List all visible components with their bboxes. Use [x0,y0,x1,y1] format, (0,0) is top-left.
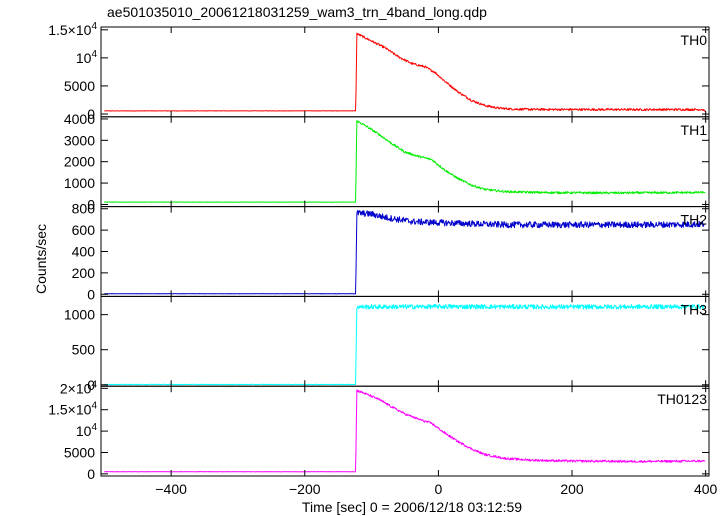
y-tick-label: 3000 [64,132,95,148]
x-tick-label: 200 [560,481,584,497]
panel-label-th0: TH0 [681,32,708,48]
panel-th0123: 0 5000 104 1.5×104 2×104 TH0123 [48,379,710,482]
x-axis-label: Time [sec] 0 = 2006/12/18 03:12:59 [302,499,522,515]
series-line-th3 [104,303,706,386]
y-tick-label: 0 [87,286,95,302]
y-tick-label: 800 [72,201,96,217]
y-tick-label: 0 [87,466,95,482]
y-tick-label: 5000 [64,444,95,460]
y-tick-label: 5000 [64,78,95,94]
panel-th0: 0 5000 104 1.5×104 TH0 [48,21,710,122]
series-line-th0123 [104,389,706,473]
y-tick-label: 104 [76,422,98,439]
y-tick-label: 500 [72,342,96,358]
panel-label-th1: TH1 [681,122,708,138]
y-tick-label: 0 [87,377,95,393]
series-line-th2 [104,210,706,295]
panel-label-th2: TH2 [681,212,708,228]
y-tick-label: 2000 [64,154,95,170]
series-line-th0 [104,32,706,113]
panel-label-th3: TH3 [681,301,708,317]
x-tick-label: 400 [694,481,718,497]
y-tick-label: 1.5×104 [48,21,97,38]
y-tick-label: 200 [72,265,96,281]
y-tick-label: 1000 [64,307,95,323]
y-tick-label: 400 [72,244,96,260]
y-tick-label: 600 [72,222,96,238]
y-tick-label: 0 [87,106,95,122]
plot-layer: 050001041.5×104TH001000200030004000TH102… [48,21,717,497]
x-tick-label: 0 [435,481,443,497]
panel-th2: 0 200 400 600 800 TH2 [72,201,710,302]
y-tick-label: 0 [87,196,95,212]
panel-frame [100,295,710,387]
y-tick-label: 4000 [64,111,95,127]
panel-th1: 0 1000 2000 3000 4000 TH1 [64,111,710,212]
y-tick-label: 104 [76,49,98,66]
series-line-th1 [104,119,706,203]
panel-frame [100,26,710,118]
y-axis-label: Counts/sec [33,224,49,294]
panel-th3: 0 500 1000 TH3 [64,295,710,393]
panel-label-th0123: TH0123 [657,391,707,407]
x-tick-label: −400 [155,481,187,497]
y-tick-label: 1.5×104 [48,401,97,418]
y-tick-label: 1000 [64,175,95,191]
x-tick-label: −200 [289,481,321,497]
y-tick-label: 2×104 [60,379,98,396]
chart-title: ae501035010_20061218031259_wam3_trn_4ban… [107,4,487,20]
